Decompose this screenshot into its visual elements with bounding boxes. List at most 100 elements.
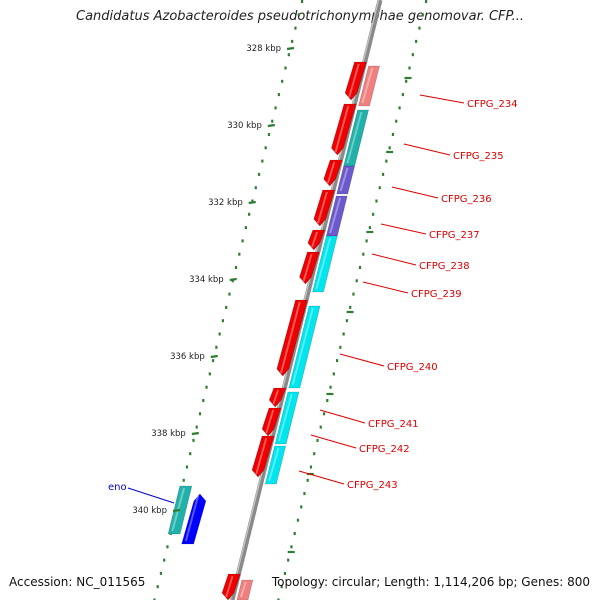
gene-label: CFPG_240 xyxy=(387,362,438,373)
gene-block-red xyxy=(276,299,308,377)
track-dot xyxy=(205,385,208,389)
track-dot xyxy=(296,518,300,522)
track-dot xyxy=(277,598,280,600)
genome-summary-text: Topology: circular; Length: 1,114,206 bp… xyxy=(271,575,590,589)
kbp-tick xyxy=(191,431,199,436)
kbp-tick xyxy=(267,123,276,128)
gene-block-red-shine xyxy=(272,389,280,405)
gene-block-red xyxy=(268,387,287,408)
track-dot xyxy=(297,13,300,17)
track-dot xyxy=(225,305,228,309)
kbp-label: 340 kbp xyxy=(132,506,167,516)
gene-block-red xyxy=(251,435,275,478)
kbp-tick xyxy=(248,200,256,205)
track-dot xyxy=(202,399,205,402)
track-dot xyxy=(189,452,192,456)
gene-block-red-shine xyxy=(280,301,301,374)
gene-label: CFPG_242 xyxy=(359,444,410,455)
kbp-label: 332 kbp xyxy=(208,198,243,208)
kbp-label: 334 kbp xyxy=(189,275,224,285)
track-dot xyxy=(281,79,284,83)
track-dot xyxy=(185,465,189,469)
track-dot xyxy=(372,212,375,216)
gene-leader-line xyxy=(339,353,385,367)
track-dot xyxy=(231,279,234,283)
track-dot xyxy=(267,133,271,136)
track-dot xyxy=(221,319,225,323)
gene-block-red-shine xyxy=(348,63,360,98)
gene-leader-line xyxy=(310,434,357,449)
track-dot xyxy=(303,492,306,496)
gene-block-red-shine xyxy=(265,409,275,434)
track-dot xyxy=(355,279,358,283)
track-dot xyxy=(368,226,371,230)
track-dot xyxy=(313,452,316,456)
gene-leader-line xyxy=(391,186,439,199)
track-dot xyxy=(192,438,195,442)
track-dot xyxy=(421,13,424,17)
gene-block-red-shine xyxy=(302,253,313,282)
gene-label: CFPG_241 xyxy=(368,419,419,430)
gene-block-outer xyxy=(264,445,287,485)
track-dot xyxy=(257,172,261,176)
track-dot xyxy=(322,412,326,416)
track-dot xyxy=(238,252,241,256)
gene-label: CFPG_237 xyxy=(429,230,480,241)
gene-block-red-shine xyxy=(326,161,336,184)
gene-block-red-shine xyxy=(311,231,318,248)
track-dot xyxy=(254,186,257,190)
gene-block-red xyxy=(221,573,241,600)
track-dot xyxy=(244,226,247,230)
track-dot xyxy=(261,159,264,163)
track-dot xyxy=(287,558,290,562)
track-dot xyxy=(388,146,391,150)
gene-block-outer-shine xyxy=(268,447,280,482)
track-dot xyxy=(248,212,251,216)
track-dot xyxy=(352,292,355,296)
track-dot xyxy=(228,292,231,296)
track-dot xyxy=(342,332,345,336)
gene-leader-line xyxy=(298,470,345,485)
map-title: Candidatus Azobacteroides pseudotrichony… xyxy=(76,9,524,24)
track-dot xyxy=(398,106,401,110)
track-dot xyxy=(195,425,198,429)
gene-block-eno-teal xyxy=(167,485,193,535)
track-dot xyxy=(166,545,169,549)
track-dot xyxy=(182,478,185,482)
track-dot xyxy=(375,199,378,203)
track-dot xyxy=(345,319,349,323)
gene-label: CFPG_234 xyxy=(467,99,518,110)
gene-block-red-shine xyxy=(334,105,350,153)
gene-features xyxy=(167,61,380,600)
gene-block-red xyxy=(323,159,343,187)
gene-block-outer-shine xyxy=(346,111,363,164)
kbp-label: 338 kbp xyxy=(151,429,186,439)
gene-leader-line xyxy=(319,409,366,424)
track-dot xyxy=(319,425,322,429)
track-dot xyxy=(335,359,339,363)
gene-label: CFPG_239 xyxy=(411,289,462,300)
gene-block-outer xyxy=(358,65,380,107)
track-dot xyxy=(425,0,428,3)
track-dot xyxy=(306,478,309,482)
track-dot xyxy=(300,505,303,509)
gene-label: CFPG_243 xyxy=(347,480,398,491)
gene-leader-line xyxy=(380,223,427,235)
gene-block-red xyxy=(261,407,282,437)
track-dot xyxy=(408,66,411,70)
gene-block-outer xyxy=(236,579,254,600)
gene-block-red xyxy=(331,103,357,156)
track-dot xyxy=(290,545,293,549)
gene-block-outer-shine xyxy=(239,581,247,598)
gene-leader-line xyxy=(419,94,465,104)
track-dot xyxy=(271,119,274,123)
kbp-tick xyxy=(210,354,218,359)
kbp-tick xyxy=(229,277,237,282)
track-dot xyxy=(153,598,156,600)
kbp-tick xyxy=(286,46,295,51)
gene-block-outer-shine xyxy=(329,197,342,234)
kbp-tick xyxy=(172,508,181,513)
track-dot xyxy=(293,532,296,535)
kbp-label: 330 kbp xyxy=(227,121,262,131)
